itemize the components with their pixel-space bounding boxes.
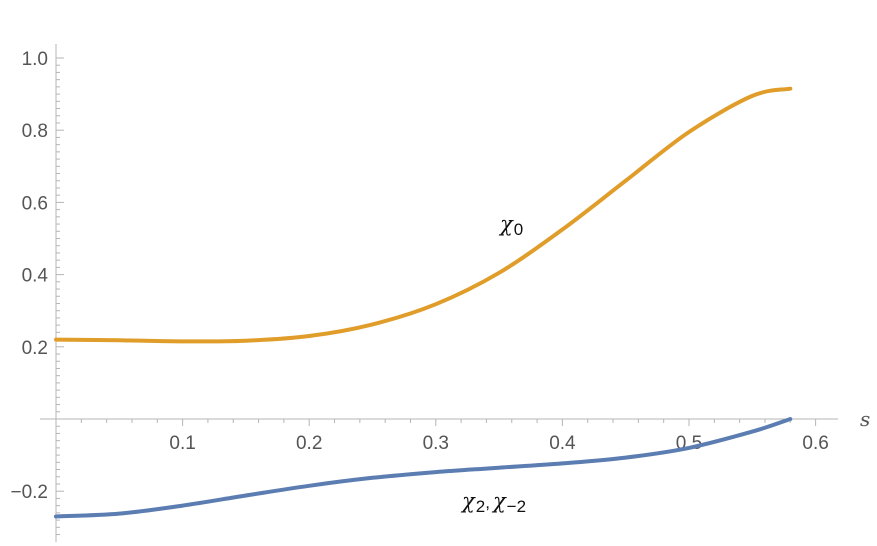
annotation-chi-2-subscript: 2	[476, 497, 485, 516]
y-tick-label: 1.0	[22, 49, 48, 70]
y-tick-label: 0.6	[22, 193, 48, 214]
annotation-chi-2-chi-minus-2: χ2, χ−2	[460, 489, 526, 516]
annotation-chi-0-symbol: χ	[498, 212, 514, 236]
annotation-chi-2-symbol: χ	[460, 489, 476, 513]
annotation-chi-minus-2-subscript: −2	[507, 497, 526, 516]
annotation-chi-minus-2-symbol: χ	[491, 489, 507, 513]
y-tick-label: 0.8	[22, 121, 48, 142]
y-tick-label: 0.2	[22, 338, 48, 359]
y-tick-label: −0.2	[10, 482, 48, 503]
axes: 0.1 0.2 0.3 0.4 0.5 0.6−0.20.20.40.60.81.0	[10, 44, 838, 542]
y-tick-label: 0.4	[22, 266, 49, 287]
annotation-chi-0: χ0	[498, 212, 523, 239]
annotation-chi-0-subscript: 0	[514, 220, 523, 239]
series-line-chi-2	[54, 417, 793, 519]
series-layer	[54, 86, 793, 519]
x-tick-label: 0.3	[423, 433, 449, 454]
annotation-comma: ,	[485, 493, 490, 512]
x-tick-label: 0.2	[296, 433, 322, 454]
x-tick-label: 0.4	[549, 433, 576, 454]
x-tick-label: 0.6	[802, 433, 828, 454]
x-tick-label: 0.1	[169, 433, 195, 454]
series-line-chi-0	[54, 86, 793, 344]
x-axis-label: s	[860, 407, 870, 431]
